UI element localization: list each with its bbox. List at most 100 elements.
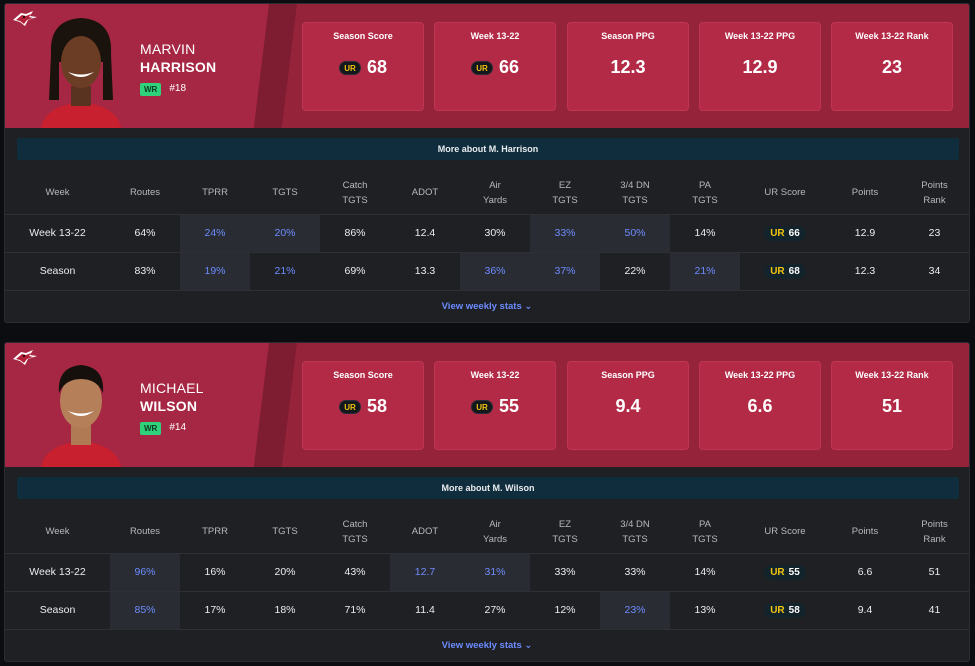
cell-ur-score: UR 66 — [740, 214, 830, 253]
ur-logo-icon: UR — [338, 399, 361, 414]
cell-points: 12.9 — [830, 214, 900, 253]
cell-tprr: 16% — [180, 553, 250, 592]
col-points: Points — [830, 511, 900, 554]
col-air-yards: Air Yards — [460, 511, 530, 554]
cell-catch-tgts: 69% — [320, 252, 390, 291]
stat-value: 6.6 — [747, 396, 773, 416]
ur-score-pill: UR 58 — [764, 602, 806, 618]
col-week: Week — [5, 511, 110, 554]
stat-box-week-score: Week 13-22 UR 55 — [434, 361, 556, 450]
cell-adot: 13.3 — [390, 252, 460, 291]
player-last-name: HARRISON — [140, 59, 217, 75]
player-name-block: MICHAEL WILSON WR #14 — [140, 379, 204, 437]
ur-score-pill: UR 68 — [764, 263, 806, 279]
stat-label: Season Score — [333, 370, 393, 380]
col-air-yards: Air Yards — [460, 172, 530, 215]
col-points-rank: Points Rank — [900, 511, 969, 554]
col-ur-score: UR Score — [740, 511, 830, 554]
view-weekly-stats-link[interactable]: View weekly stats ⌄ — [441, 640, 533, 651]
cell-points-rank: 41 — [900, 591, 969, 630]
more-about-button[interactable]: More about M. Wilson — [17, 477, 959, 499]
table-header-row: Week Routes TPRR TGTS Catch TGTS ADOT Air… — [5, 511, 969, 554]
cell-points-rank: 51 — [900, 553, 969, 592]
cell-routes: 64% — [110, 214, 180, 253]
col-catch-tgts: Catch TGTS — [320, 172, 390, 215]
jersey-number: #14 — [169, 422, 187, 433]
table-row: Week 13-22 96% 16% 20% 43% 12.7 31% 33% … — [5, 553, 969, 592]
ur-logo-icon: UR — [770, 566, 785, 578]
cell-pa-tgts: 14% — [670, 214, 740, 253]
cell-air-yards: 30% — [460, 214, 530, 253]
cell-week: Season — [5, 591, 110, 630]
cell-points: 9.4 — [830, 591, 900, 630]
chevron-down-icon: ⌄ — [524, 301, 533, 312]
player-header: MARVIN HARRISON WR #18 Season Score UR 68… — [5, 4, 969, 128]
stat-box-week-rank: Week 13-22 Rank 23 — [831, 22, 953, 111]
stat-label: Week 13-22 Rank — [855, 31, 929, 41]
stat-label: Week 13-22 PPG — [724, 31, 796, 41]
header-left-panel — [5, 343, 275, 467]
player-last-name: WILSON — [140, 398, 198, 414]
col-34dn-tgts: 3/4 DN TGTS — [600, 511, 670, 554]
stat-box-week-rank: Week 13-22 Rank 51 — [831, 361, 953, 450]
col-points-rank: Points Rank — [900, 172, 969, 215]
stat-value: 9.4 — [615, 396, 641, 416]
cell-week: Week 13-22 — [5, 214, 110, 253]
col-ez-tgts: EZ TGTS — [530, 172, 600, 215]
table-row: Week 13-22 64% 24% 20% 86% 12.4 30% 33% … — [5, 214, 969, 253]
player-first-name: MARVIN — [140, 41, 196, 57]
ur-logo-icon: UR — [470, 60, 493, 75]
col-tprr: TPRR — [180, 511, 250, 554]
stat-value: 55 — [498, 396, 520, 416]
cell-34dn-tgts: 50% — [600, 214, 670, 253]
cell-ez-tgts: 12% — [530, 591, 600, 630]
cell-points-rank: 23 — [900, 214, 969, 253]
cell-routes: 85% — [110, 591, 180, 630]
cell-points-rank: 34 — [900, 252, 969, 291]
stat-value: 51 — [881, 396, 903, 416]
cell-ez-tgts: 33% — [530, 214, 600, 253]
more-about-button[interactable]: More about M. Harrison — [17, 138, 959, 160]
position-badge: WR — [140, 421, 162, 435]
cell-adot: 12.7 — [390, 553, 460, 592]
table-row: Season 83% 19% 21% 69% 13.3 36% 37% 22% … — [5, 252, 969, 291]
player-name-block: MARVIN HARRISON WR #18 — [140, 40, 216, 98]
col-routes: Routes — [110, 172, 180, 215]
stat-box-week-ppg: Week 13-22 PPG 12.9 — [699, 22, 821, 111]
cell-week: Week 13-22 — [5, 553, 110, 592]
cell-ez-tgts: 37% — [530, 252, 600, 291]
stat-box-season-ppg: Season PPG 12.3 — [567, 22, 689, 111]
cell-34dn-tgts: 22% — [600, 252, 670, 291]
cell-tgts: 20% — [250, 214, 320, 253]
position-badge: WR — [140, 82, 162, 96]
cell-week: Season — [5, 252, 110, 291]
header-left-panel — [5, 4, 275, 128]
col-adot: ADOT — [390, 172, 460, 215]
cell-air-yards: 27% — [460, 591, 530, 630]
cell-ez-tgts: 33% — [530, 553, 600, 592]
col-catch-tgts: Catch TGTS — [320, 511, 390, 554]
col-routes: Routes — [110, 511, 180, 554]
stat-box-week-ppg: Week 13-22 PPG 6.6 — [699, 361, 821, 450]
col-week: Week — [5, 172, 110, 215]
stat-value: 68 — [366, 57, 388, 77]
stat-value: 58 — [366, 396, 388, 416]
player-header: MICHAEL WILSON WR #14 Season Score UR 58 … — [5, 343, 969, 467]
ur-logo-icon: UR — [770, 265, 785, 277]
cell-tprr: 17% — [180, 591, 250, 630]
cell-34dn-tgts: 23% — [600, 591, 670, 630]
col-ur-score: UR Score — [740, 172, 830, 215]
cell-ur-score: UR 68 — [740, 252, 830, 291]
stat-value: 23 — [881, 57, 903, 77]
stat-label: Week 13-22 Rank — [855, 370, 929, 380]
cell-tgts: 18% — [250, 591, 320, 630]
stat-label: Week 13-22 PPG — [724, 370, 796, 380]
col-pa-tgts: PA TGTS — [670, 511, 740, 554]
chevron-down-icon: ⌄ — [524, 640, 533, 651]
col-pa-tgts: PA TGTS — [670, 172, 740, 215]
cell-ur-score: UR 58 — [740, 591, 830, 630]
stat-value: 12.3 — [610, 57, 646, 77]
ur-logo-icon: UR — [770, 604, 785, 616]
view-weekly-stats-link[interactable]: View weekly stats ⌄ — [441, 301, 533, 312]
stats-table: Week Routes TPRR TGTS Catch TGTS ADOT Air… — [5, 511, 969, 630]
